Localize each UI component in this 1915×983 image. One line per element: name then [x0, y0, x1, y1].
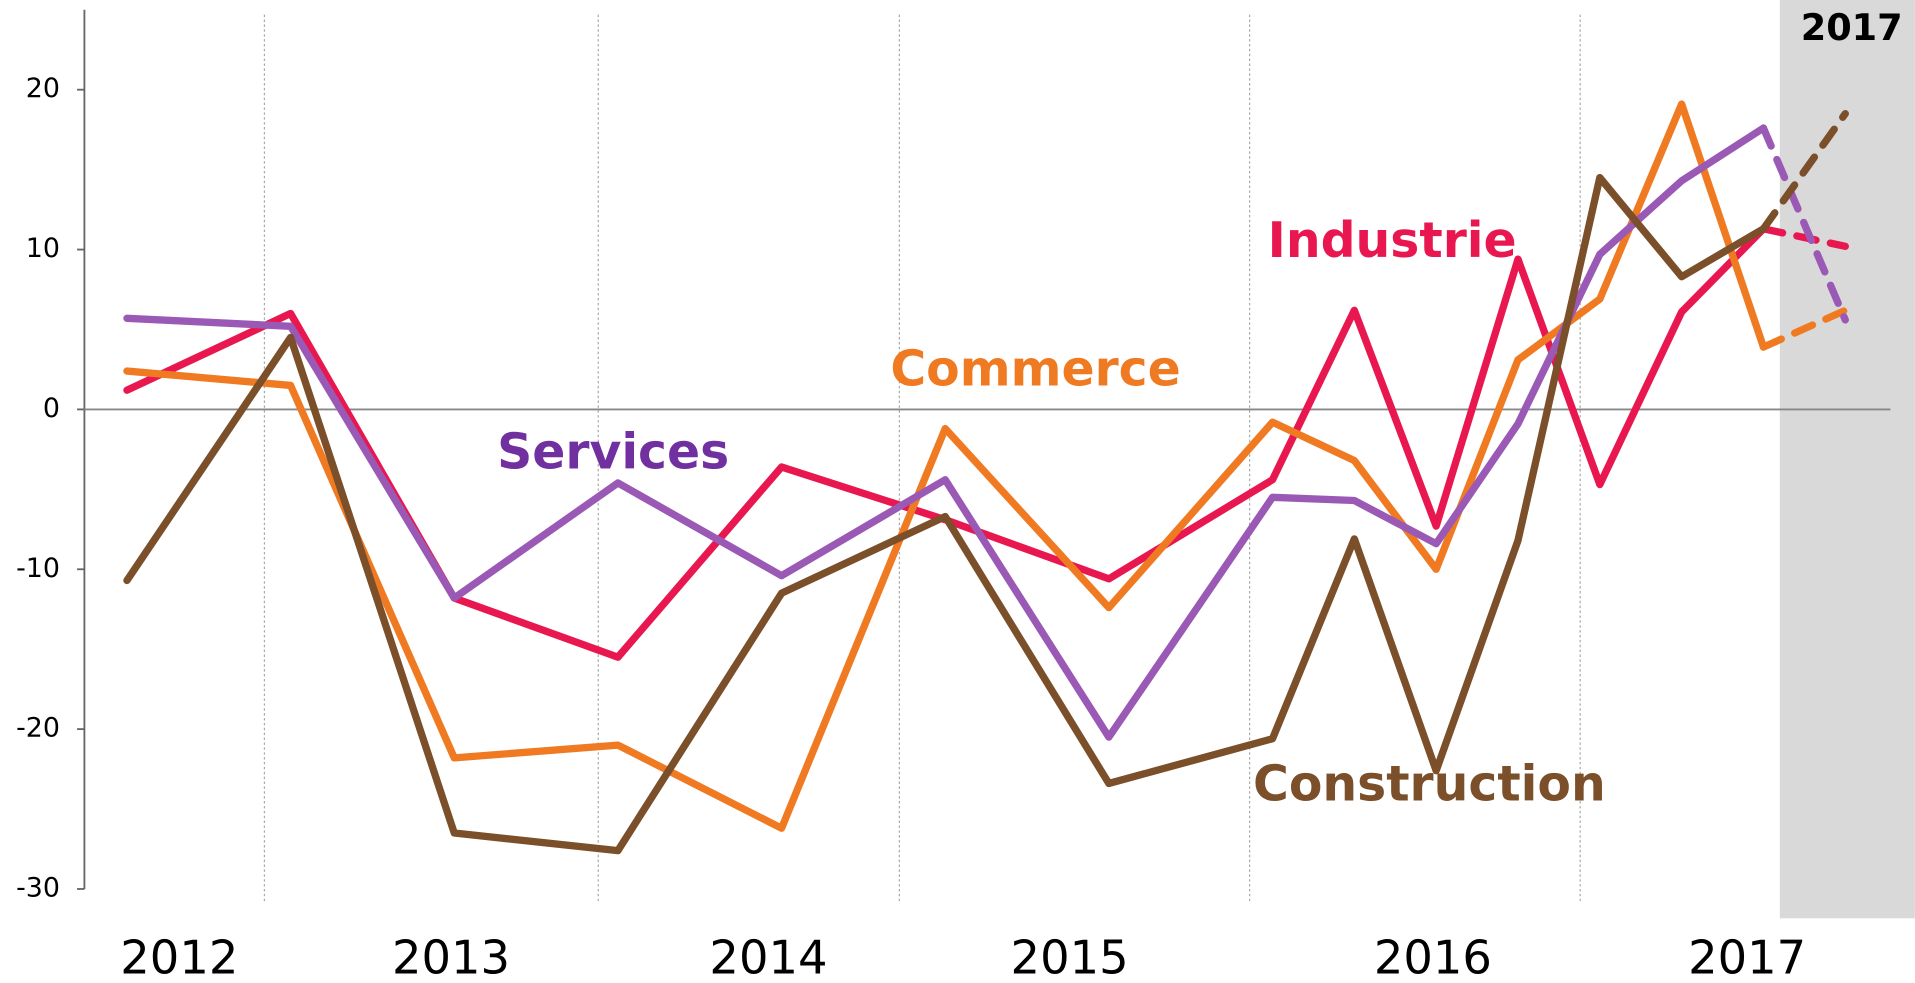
y-tick-label: -30	[16, 872, 60, 903]
series-line	[123, 100, 1768, 832]
y-tick-label: -10	[16, 553, 60, 584]
x-tick-label: 2014	[709, 931, 827, 983]
y-tick-label: 10	[26, 233, 60, 264]
series-label: Construction	[1253, 756, 1606, 813]
series-line	[123, 173, 1768, 855]
series-label: Commerce	[890, 340, 1180, 397]
x-tick-label: 2013	[392, 931, 510, 983]
y-tick-label: -20	[16, 713, 60, 744]
forecast-line	[1759, 110, 1849, 233]
forecast-region	[1779, 0, 1915, 919]
series-line	[123, 225, 1768, 661]
x-tick-label: 2015	[1011, 931, 1129, 983]
y-tick-label: 20	[26, 73, 60, 104]
series-label: Industrie	[1268, 212, 1517, 269]
x-tick-label: 2016	[1374, 931, 1492, 983]
x-tick-label: 2017	[1688, 931, 1806, 983]
forecast-line	[1759, 124, 1849, 324]
x-tick-label: 2012	[120, 931, 238, 983]
y-tick-label: 0	[43, 393, 60, 424]
forecast-line	[1759, 306, 1849, 351]
series-line	[123, 124, 1768, 741]
forecast-label: 2017	[1801, 6, 1903, 49]
forecast-line	[1759, 225, 1849, 251]
series-label: Services	[497, 423, 729, 480]
